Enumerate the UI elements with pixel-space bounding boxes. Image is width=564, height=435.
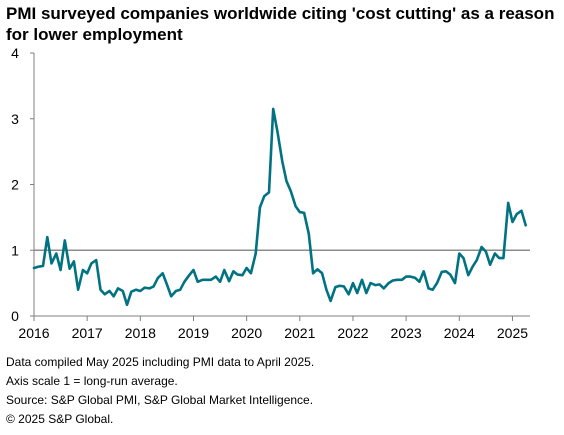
x-tick-label: 2021: [284, 325, 315, 341]
y-axis: 0 1 2 3 4: [11, 45, 35, 324]
series-group: [32, 107, 528, 307]
chart-title: PMI surveyed companies worldwide citing …: [6, 4, 555, 44]
x-tick-label: 2022: [337, 325, 368, 341]
note-copyright: © 2025 S&P Global.: [6, 412, 114, 426]
x-tick-label: 2025: [497, 325, 528, 341]
y-tick-label: 2: [11, 177, 19, 193]
x-tick-label: 2020: [231, 325, 262, 341]
chart-notes: Data compiled May 2025 including PMI dat…: [6, 353, 314, 429]
x-tick-label: 2016: [18, 325, 49, 341]
note-data-compiled: Data compiled May 2025 including PMI dat…: [6, 355, 315, 369]
x-tick-label: 2017: [72, 325, 103, 341]
y-tick-label: 0: [11, 308, 19, 324]
x-tick-label: 2019: [178, 325, 209, 341]
x-axis: 2016 2017 2018 2019 2020 2021 2022 2023 2024 2025: [18, 315, 530, 341]
x-tick-label: 2018: [125, 325, 156, 341]
series-line: [32, 107, 528, 307]
y-tick-label: 3: [11, 111, 19, 127]
note-source: Source: S&P Global PMI, S&P Global Marke…: [6, 393, 314, 407]
x-tick-label: 2023: [391, 325, 422, 341]
y-tick-label: 1: [11, 242, 19, 258]
y-tick-label: 4: [11, 45, 19, 61]
x-tick-label: 2024: [444, 325, 475, 341]
note-axis-scale: Axis scale 1 = long-run average.: [6, 374, 178, 388]
